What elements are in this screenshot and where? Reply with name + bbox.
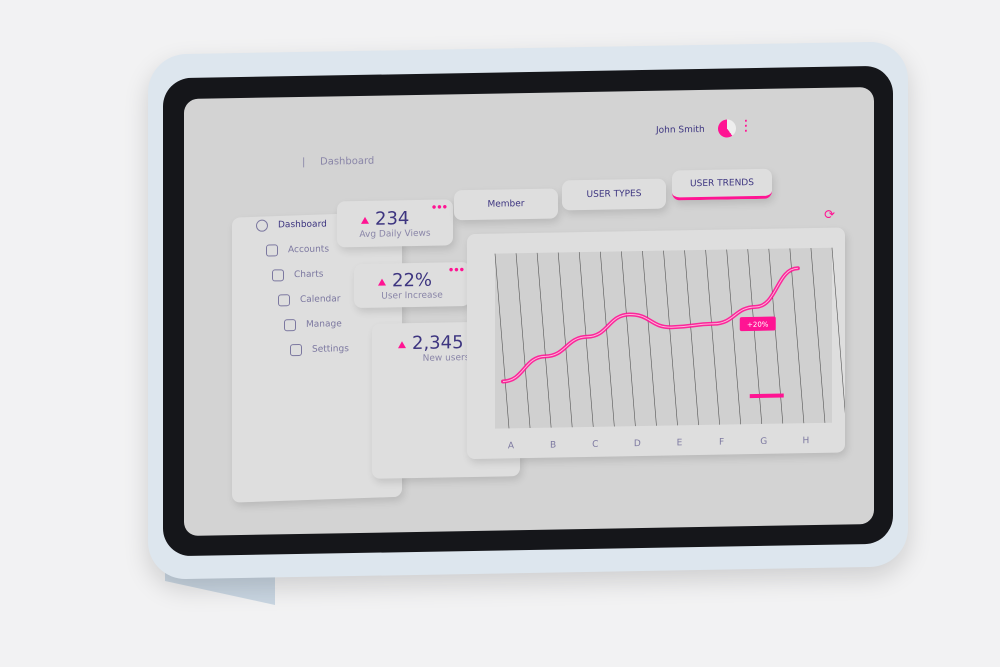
- chart-panel: ⟳ ABCDEFGHI+20%: [467, 208, 845, 460]
- avatar[interactable]: [718, 119, 736, 138]
- sidebar-item-dashboard[interactable]: Dashboard: [256, 219, 327, 232]
- bar-chart-icon: [272, 269, 284, 282]
- sidebar-item-accounts[interactable]: Accounts: [266, 243, 330, 257]
- refresh-icon[interactable]: ⟳: [824, 207, 835, 223]
- up-arrow-icon: [378, 278, 386, 286]
- grid-line: [726, 249, 741, 425]
- page-title: Dashboard: [320, 155, 375, 168]
- sidebar-item-label: Charts: [294, 269, 324, 281]
- grid-line: [642, 250, 657, 426]
- x-tick-label: E: [677, 438, 683, 448]
- x-tick-label: G: [760, 437, 767, 447]
- up-arrow-icon: [361, 216, 369, 224]
- tab-user-types[interactable]: USER TYPES: [562, 178, 666, 211]
- grid-line: [578, 252, 594, 427]
- grid-line: [705, 249, 720, 425]
- sidebar-item-label: Dashboard: [278, 219, 327, 231]
- line-chart: ABCDEFGHI+20%: [494, 247, 845, 451]
- annotation-label: +20%: [747, 321, 769, 329]
- pie-chart-icon: [256, 219, 268, 232]
- tab-member[interactable]: Member: [454, 188, 558, 221]
- tab-user-trends[interactable]: USER TRENDS: [672, 168, 772, 201]
- gear-icon: [290, 343, 302, 357]
- grid-line: [621, 251, 636, 427]
- grid-line: [663, 250, 678, 426]
- stat-value: 2,345: [412, 332, 464, 355]
- x-tick-label: B: [550, 441, 556, 451]
- sidebar-item-calendar[interactable]: Calendar: [278, 293, 341, 307]
- plot-area: [495, 247, 832, 429]
- sidebar-item-label: Accounts: [288, 244, 330, 256]
- series-line-highlight: [502, 267, 798, 382]
- sidebar-item-label: Settings: [312, 344, 349, 355]
- stat-label: Avg Daily Views: [359, 228, 431, 240]
- annotation-badge: [739, 316, 776, 332]
- stat-value: 22%: [392, 269, 433, 292]
- stat-card-increase: ••• 22% User Increase: [354, 262, 470, 309]
- grid-line: [494, 253, 510, 429]
- grid-line: [789, 248, 805, 424]
- user-icon: [266, 244, 278, 257]
- stat-card-views: ••• 234 Avg Daily Views: [337, 199, 453, 248]
- grid-line: [600, 251, 615, 427]
- grid-line: [515, 253, 531, 429]
- grid-line: [810, 248, 826, 423]
- grid-line: [831, 247, 845, 423]
- stat-value: 234: [375, 208, 410, 230]
- calendar-icon: [278, 294, 290, 307]
- breadcrumb-separator: |: [302, 156, 306, 168]
- x-tick-label: F: [719, 438, 724, 448]
- highlight-bar: [749, 393, 784, 399]
- x-tick-label: C: [592, 440, 598, 450]
- sidebar-item-label: Calendar: [300, 294, 341, 305]
- cross-icon: [284, 319, 296, 332]
- grid-line: [557, 252, 573, 428]
- grid-line: [536, 252, 552, 428]
- sidebar-item-settings[interactable]: Settings: [290, 343, 349, 357]
- x-tick-label: H: [802, 436, 809, 446]
- up-arrow-icon: [398, 341, 406, 349]
- sidebar-item-label: Manage: [306, 319, 342, 330]
- x-tick-label: D: [634, 439, 641, 449]
- sidebar-item-charts[interactable]: Charts: [272, 269, 323, 282]
- user-name[interactable]: John Smith: [656, 124, 705, 136]
- more-icon[interactable]: •••: [447, 265, 464, 277]
- stat-label: User Increase: [381, 290, 443, 302]
- sidebar-item-manage[interactable]: Manage: [284, 318, 342, 332]
- more-icon[interactable]: •••: [430, 202, 447, 214]
- more-vertical-icon[interactable]: · · ·: [744, 116, 748, 138]
- screen: | Dashboard John Smith · · · Dashboard Acco…: [184, 86, 874, 537]
- x-tick-label: A: [508, 441, 515, 451]
- grid-line: [684, 250, 699, 426]
